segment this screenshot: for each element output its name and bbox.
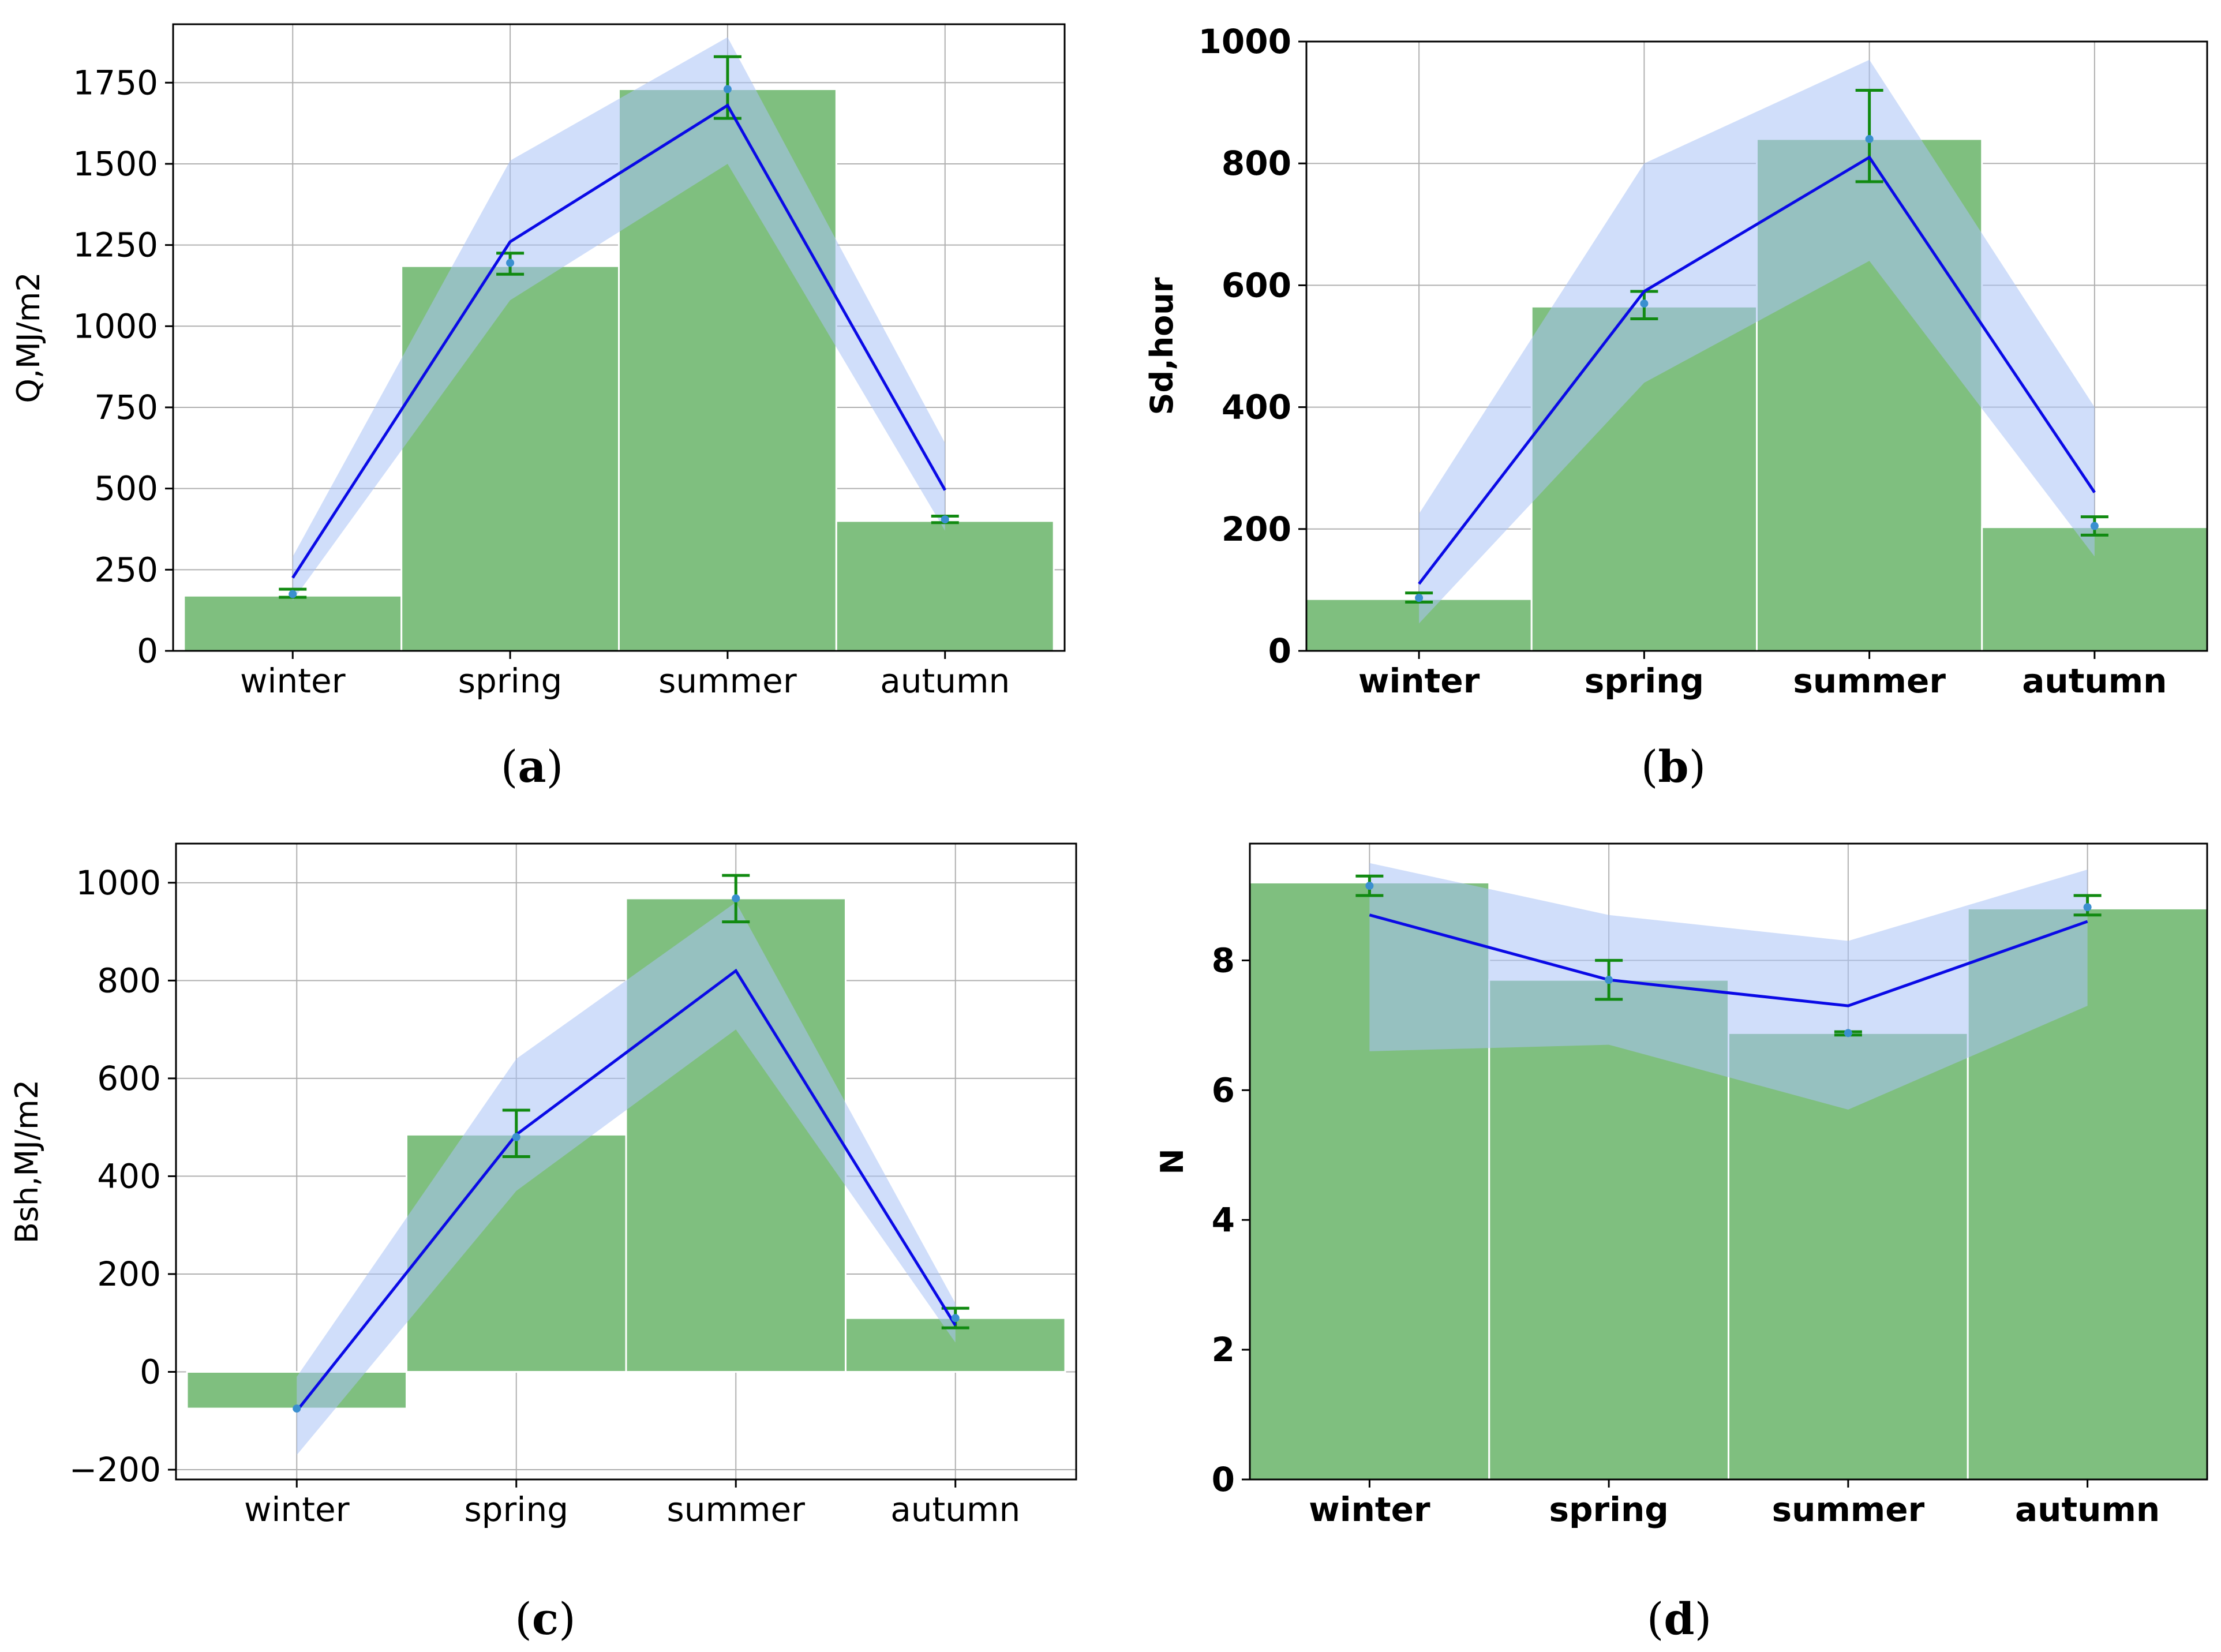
xtick-label-summer: summer xyxy=(1793,661,1946,700)
ytick-label: 600 xyxy=(1222,265,1291,305)
xtick-label-spring: spring xyxy=(464,1490,568,1529)
xtick-label-autumn: autumn xyxy=(2015,1490,2160,1529)
ytick-label: 0 xyxy=(137,631,158,670)
confidence-band xyxy=(297,902,956,1455)
ytick-label: 0 xyxy=(1212,1460,1235,1499)
ytick-label: 800 xyxy=(97,961,161,1000)
xtick-label-winter: winter xyxy=(1358,661,1480,700)
marker-winter xyxy=(1415,594,1424,602)
ytick-label: 800 xyxy=(1222,144,1291,183)
marker-spring xyxy=(1640,299,1649,308)
panel-caption: (c) xyxy=(515,1593,576,1644)
marker-winter xyxy=(293,1404,301,1413)
marker-spring xyxy=(512,1133,520,1141)
axes-frame xyxy=(172,23,1066,652)
y-axis-label: Bsh,MJ/m2 xyxy=(9,1080,45,1243)
marker-spring xyxy=(1605,976,1613,984)
ytick-label: 600 xyxy=(97,1059,161,1098)
panel-caption: (b) xyxy=(1641,741,1706,792)
ytick-label: 500 xyxy=(94,469,158,508)
xtick-label-winter: winter xyxy=(244,1490,350,1529)
confidence-band xyxy=(1419,59,2095,624)
xtick-label-spring: spring xyxy=(1549,1490,1668,1529)
marker-summer xyxy=(732,894,740,902)
ytick-label: 400 xyxy=(1222,388,1291,427)
ytick-label: 1000 xyxy=(1198,22,1291,61)
marker-summer xyxy=(1844,1029,1852,1037)
ytick-label: 2 xyxy=(1212,1330,1235,1369)
ytick-label: 0 xyxy=(1268,631,1291,670)
confidence-band xyxy=(293,37,945,601)
y-axis-label: Sd,hour xyxy=(1144,277,1180,415)
bar-autumn xyxy=(835,520,1055,652)
ytick-label: 1250 xyxy=(73,226,158,265)
mean-line xyxy=(1418,155,2096,585)
xtick-label-winter: winter xyxy=(1309,1490,1430,1529)
bar-winter xyxy=(183,594,403,652)
xtick-label-autumn: autumn xyxy=(2022,661,2167,700)
ytick-label: 0 xyxy=(140,1353,161,1392)
chart-b: 0 200 400 600 800 1000 winter spring summer autum… xyxy=(1144,22,2208,792)
mean-line xyxy=(291,103,946,579)
ytick-label: 1000 xyxy=(76,863,161,902)
xtick-label-autumn: autumn xyxy=(890,1490,1020,1529)
y-axis-label: N xyxy=(1154,1148,1190,1174)
ytick-label: 1000 xyxy=(73,306,158,346)
ytick-label: 8 xyxy=(1212,941,1235,980)
xtick-label-summer: summer xyxy=(666,1490,805,1529)
marker-autumn xyxy=(951,1314,960,1323)
marker-autumn xyxy=(2090,522,2099,530)
marker-winter xyxy=(289,590,297,598)
axes-frame xyxy=(1249,842,2208,1481)
ytick-label: 200 xyxy=(1222,510,1291,549)
ytick-label: 1750 xyxy=(73,63,158,102)
chart-a: 0 250 500 750 1000 1250 1500 1750 winter spring su… xyxy=(10,23,1066,792)
mean-line xyxy=(1369,913,2088,1007)
ytick-label: 4 xyxy=(1212,1200,1235,1239)
panel-caption: (d) xyxy=(1647,1593,1711,1644)
xtick-label-summer: summer xyxy=(1772,1490,1925,1529)
marker-summer xyxy=(1865,134,1874,143)
ytick-label: 1500 xyxy=(73,144,158,183)
panel-caption: (a) xyxy=(501,741,564,792)
marker-autumn xyxy=(2083,903,2092,912)
marker-spring xyxy=(506,259,515,267)
xtick-label-spring: spring xyxy=(458,661,563,700)
confidence-band xyxy=(1369,863,2088,1110)
ytick-label: 400 xyxy=(97,1156,161,1196)
xtick-label-summer: summer xyxy=(658,661,797,700)
ytick-label: 250 xyxy=(94,550,158,589)
xtick-label-spring: spring xyxy=(1585,661,1704,700)
axes-frame xyxy=(175,842,1077,1481)
mean-line xyxy=(295,968,957,1412)
ytick-label: 200 xyxy=(97,1254,161,1294)
ytick-label: −200 xyxy=(69,1450,161,1489)
marker-summer xyxy=(723,85,732,93)
y-axis-label: Q,MJ/m2 xyxy=(10,272,47,403)
chart-c: −200 0 200 400 600 800 1000 winter spring summer a… xyxy=(9,842,1077,1644)
axes-frame xyxy=(1305,40,2208,652)
xtick-label-winter: winter xyxy=(240,661,346,700)
ytick-label: 6 xyxy=(1212,1070,1235,1110)
chart-d: 0 2 4 6 8 winter spring summer autumn N (d) xyxy=(1154,842,2208,1644)
xtick-label-autumn: autumn xyxy=(880,661,1010,700)
marker-winter xyxy=(1365,882,1374,890)
ytick-label: 750 xyxy=(94,388,158,427)
marker-autumn xyxy=(941,515,949,524)
